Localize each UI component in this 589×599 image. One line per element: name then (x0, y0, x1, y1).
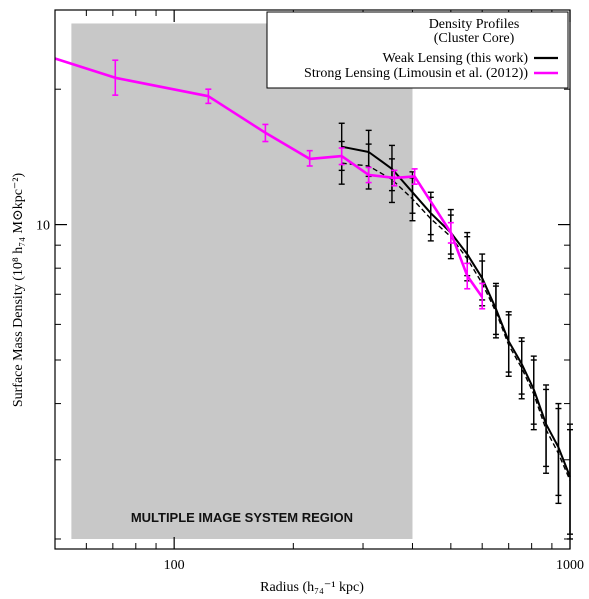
multiple-image-region (71, 23, 413, 539)
y-tick-label-0: 10 (36, 219, 50, 234)
x-tick-label-0: 100 (164, 558, 185, 573)
x-tick-label-1: 1000 (556, 558, 584, 573)
x-axis-label: Radius (h₇₄⁻¹ kpc) (260, 580, 364, 595)
plot-frame (54, 9, 571, 550)
legend-title-line1: Density Profiles (429, 17, 520, 32)
legend-label-strong: Strong Lensing (Limousin et al. (2012)) (304, 66, 528, 81)
y-axis-label: Surface Mass Density (10⁸ h₇₄ M⊙kpc⁻²) (11, 173, 26, 408)
legend-title-line2: (Cluster Core) (434, 31, 515, 46)
region-layer: MULTIPLE IMAGE SYSTEM REGION (71, 23, 413, 539)
legend-label-weak: Weak Lensing (this work) (383, 51, 529, 66)
legend-box (266, 11, 569, 89)
series-layer (54, 57, 573, 540)
series-2 (54, 57, 486, 310)
legend: Density Profiles (Cluster Core) Weak Len… (266, 11, 569, 89)
tick-layer: 100 1000 10 (36, 10, 584, 573)
series-line-2 (54, 57, 484, 298)
multiple-image-region-label: MULTIPLE IMAGE SYSTEM REGION (131, 510, 353, 525)
